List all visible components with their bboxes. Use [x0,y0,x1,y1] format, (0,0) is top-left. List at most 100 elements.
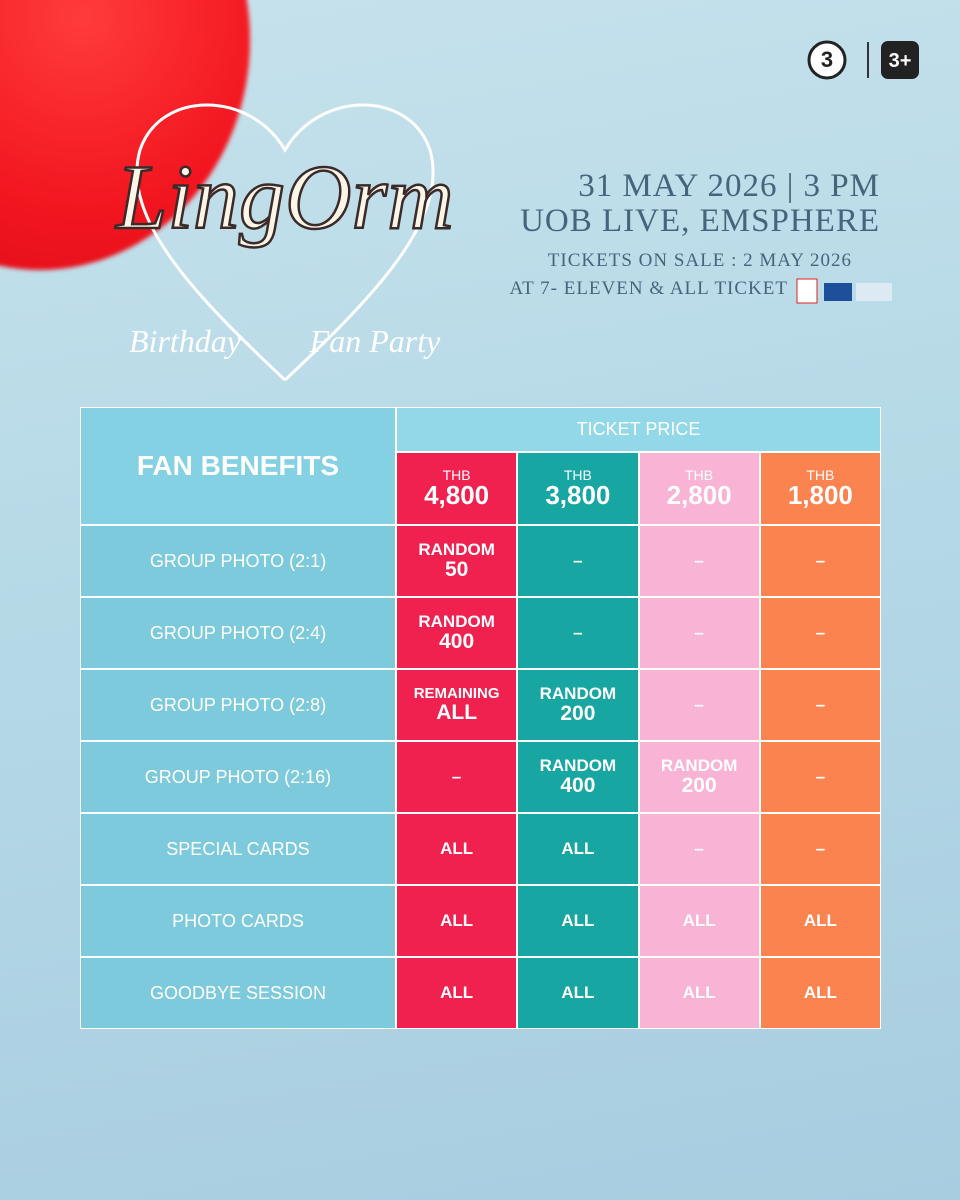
event-outlets: AT 7- ELEVEN & ALL TICKET [509,278,788,299]
benefit-label: PHOTO CARDS [172,910,304,931]
benefit-value-cell: – [760,670,880,740]
benefit-value: – [815,767,826,787]
benefit-label: GROUP PHOTO (2:16) [144,766,332,787]
event-date: 31 MAY 2026 | 3 PM [578,168,880,204]
price-cell: THB 1,800 [760,453,880,524]
event-sale: TICKETS ON SALE : 2 MAY 2026 [547,250,852,271]
benefit-value-cell: ALL [760,958,880,1028]
benefit-value: – [694,623,704,643]
benefit-value-cell: – [760,742,880,812]
benefit-cell: GROUP PHOTO (2:4) [81,598,395,668]
store-icon [796,278,818,304]
header-text: TICKET PRICE [576,419,701,440]
benefit-value: RANDOM [539,684,617,704]
benefit-value-cell: – [397,742,517,812]
benefit-value-cell: RANDOM 200 [518,670,638,740]
benefit-value: ALL [803,983,837,1003]
benefit-value: 200 [681,773,717,797]
benefit-value: ALL [440,983,474,1003]
benefit-value: ALL [436,700,478,724]
channel-logo-text: 3+ [889,50,912,72]
benefit-cell: SPECIAL CARDS [81,814,395,884]
benefit-value: RANDOM [418,540,495,560]
benefit-value: ALL [561,911,595,931]
logo-subtitle: Birthday [129,323,242,359]
benefit-value: – [815,839,826,859]
benefit-value-cell: ALL [760,886,880,956]
benefit-value: – [451,767,462,787]
benefit-value-cell: – [639,598,759,668]
benefit-value: – [573,551,583,571]
channel-logo [807,40,847,80]
benefit-cell: GROUP PHOTO (2:8) [81,670,395,740]
benefit-value-cell: – [518,526,638,596]
benefit-cell: PHOTO CARDS [81,886,395,956]
header-cell: TICKET PRICE [397,408,880,451]
benefit-value: ALL [682,983,716,1003]
benefit-value-cell: – [760,814,880,884]
benefit-value-cell: ALL [518,814,638,884]
benefit-label: GROUP PHOTO (2:1) [149,550,327,571]
benefit-value: 200 [560,701,596,725]
price-amount: 2,800 [666,480,732,511]
benefit-cell: GOODBYE SESSION [81,958,395,1028]
logo-title: LingOrm [114,146,453,248]
benefit-value: REMAINING [413,685,500,703]
benefit-value: ALL [440,839,474,859]
benefit-value-cell: RANDOM 200 [639,742,759,812]
benefit-value: ALL [682,911,716,931]
benefit-label: SPECIAL CARDS [166,838,310,859]
benefit-value: – [694,551,704,571]
store-icon [824,283,852,301]
benefit-value-cell: – [639,526,759,596]
price-currency: THB [806,466,835,483]
benefit-value-cell: – [639,670,759,740]
benefit-cell: GROUP PHOTO (2:1) [81,526,395,596]
benefit-value-cell: – [518,598,638,668]
benefit-value: – [815,551,826,571]
price-amount: 3,800 [545,480,611,511]
benefit-value: 400 [560,773,596,797]
channel-logo [881,41,919,79]
price-cell: THB 3,800 [518,453,638,524]
benefit-value: RANDOM [539,756,617,776]
benefit-value-cell: RANDOM 400 [518,742,638,812]
benefit-value: – [815,695,826,715]
benefit-value: RANDOM [660,756,738,776]
header-text: FAN BENEFITS [136,450,340,482]
benefit-value-cell: RANDOM 50 [397,526,517,596]
benefit-value-cell: ALL [397,814,517,884]
logo-subtitle: Fan Party [309,323,441,359]
price-cell: THB 4,800 [397,453,517,524]
benefit-value: – [573,623,583,643]
benefit-value-cell: ALL [639,958,759,1028]
benefit-cell: GROUP PHOTO (2:16) [81,742,395,812]
benefit-value-cell: – [760,598,880,668]
benefit-value: ALL [803,911,837,931]
benefit-value: – [694,695,704,715]
benefit-value-cell: ALL [518,886,638,956]
benefit-value: ALL [440,911,474,931]
price-currency: THB [442,466,471,483]
benefit-value-cell: – [760,526,880,596]
header-cell: FAN BENEFITS [81,408,395,524]
benefit-value-cell: ALL [639,886,759,956]
logo-area: LingOrm Birthday Fan Party 3 3+ [113,40,919,382]
benefit-label: GROUP PHOTO (2:4) [149,622,327,643]
price-cell: THB 2,800 [639,453,759,524]
benefit-value-cell: ALL [518,958,638,1028]
benefit-value: – [694,839,704,859]
benefit-value-cell: REMAINING ALL [397,670,517,740]
benefit-value-cell: ALL [397,886,517,956]
benefit-value-cell: RANDOM 400 [397,598,517,668]
channel-logo-text: 3 [821,47,833,72]
benefit-label: GOODBYE SESSION [149,982,327,1003]
store-icon [856,283,892,301]
price-amount: 4,800 [424,480,490,511]
price-currency: THB [685,466,714,483]
benefit-value-cell: ALL [397,958,517,1028]
heart-outline [135,103,435,382]
benefit-value-cell: – [639,814,759,884]
benefit-value: – [815,623,826,643]
